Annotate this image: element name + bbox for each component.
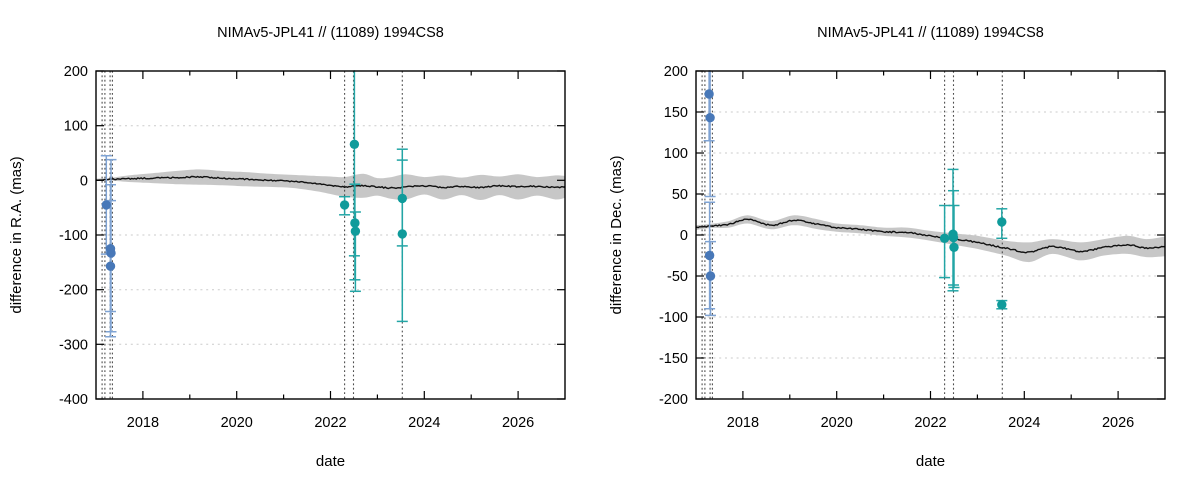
chart-title: NIMAv5-JPL41 // (11089) 1994CS8: [217, 25, 444, 41]
y-tick-label: 150: [664, 105, 688, 121]
recent-observations-2022-2023-points: [339, 139, 407, 239]
data-point: [997, 300, 1007, 310]
x-tick-label: 2024: [1008, 415, 1040, 431]
data-point: [349, 139, 360, 149]
chart-title: NIMAv5-JPL41 // (11089) 1994CS8: [817, 25, 1044, 41]
x-tick-label: 2024: [408, 415, 440, 431]
x-tick-label: 2026: [1102, 415, 1134, 431]
x-tick-label: 2022: [314, 415, 346, 431]
plot-dec: 2018 2020 2022 2024 2026 200 150 100 50 0 -50 -100 -…: [608, 25, 1166, 470]
y-tick-label: 0: [80, 173, 88, 189]
data-point: [106, 248, 116, 258]
y-tick-label: 200: [64, 64, 88, 80]
data-point: [339, 200, 350, 210]
y-tick-label: -300: [59, 337, 88, 353]
y-tick-label: -100: [659, 310, 688, 326]
x-axis-label: date: [916, 453, 945, 470]
data-point: [939, 233, 950, 243]
y-axis-label: difference in R.A. (mas): [8, 156, 25, 313]
y-tick-label: -50: [667, 269, 688, 285]
recent-observations-2022-2023-points: [939, 217, 1007, 310]
data-point: [705, 271, 716, 281]
y-tick-label: -100: [59, 228, 88, 244]
plot-ra: 2018 2020 2022 2024 2026 200 100 0 -100 -200 -300 -…: [8, 25, 566, 470]
x-tick-label: 2020: [821, 415, 853, 431]
data-point: [397, 229, 407, 239]
y-tick-label: -200: [659, 392, 688, 408]
y-tick-label: 0: [680, 228, 688, 244]
early-observations-2017-points: [101, 200, 116, 271]
data-point: [105, 261, 116, 271]
y-tick-label: 100: [64, 119, 88, 135]
y-tick-label: -200: [59, 283, 88, 299]
data-point: [704, 89, 714, 99]
y-tick-label: 50: [672, 187, 688, 203]
axis-ticks: [96, 70, 565, 400]
y-tick-label: 200: [664, 64, 688, 80]
x-tick-label: 2018: [127, 415, 159, 431]
y-tick-label: 100: [664, 146, 688, 162]
data-point: [704, 250, 715, 261]
data-point: [101, 200, 112, 210]
data-point: [948, 232, 959, 243]
data-point: [350, 226, 361, 236]
x-tick-label: 2020: [221, 415, 253, 431]
gridlines: [96, 125, 565, 345]
data-point: [997, 217, 1007, 227]
x-tick-label: 2026: [502, 415, 534, 431]
prediction-line: [695, 218, 1166, 254]
y-tick-label: -400: [59, 392, 88, 408]
uncertainty-band: [696, 215, 1165, 263]
y-tick-label: -150: [659, 351, 688, 367]
y-axis-label: difference in Dec. (mas): [608, 156, 625, 315]
early-observations-2017-points: [704, 89, 716, 281]
data-point: [397, 193, 407, 204]
x-tick-label: 2022: [914, 415, 946, 431]
x-axis-label: date: [316, 453, 345, 470]
prediction-line: [95, 175, 566, 190]
data-point: [350, 218, 360, 228]
data-point: [949, 242, 959, 252]
axis-ticks: [696, 70, 1165, 400]
x-tick-label: 2018: [727, 415, 759, 431]
data-point: [705, 113, 715, 123]
